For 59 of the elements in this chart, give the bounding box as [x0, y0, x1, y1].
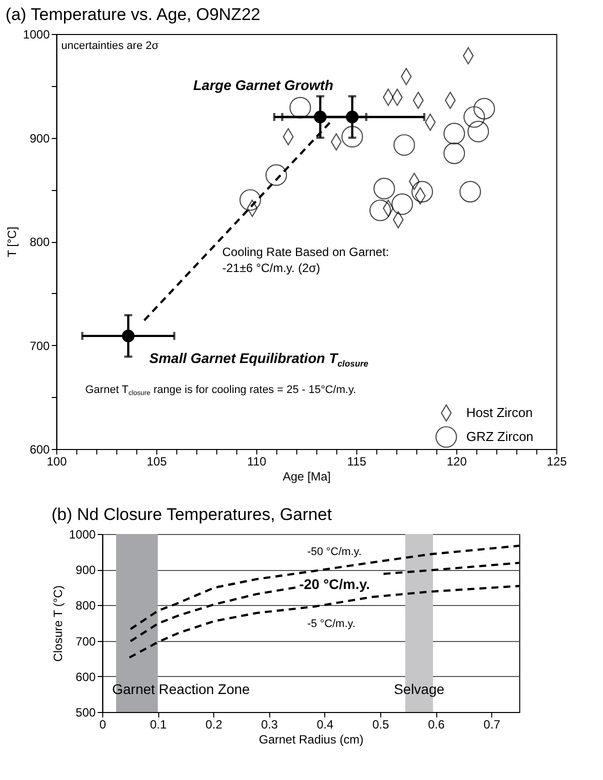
- point: [122, 330, 135, 342]
- y-axis-title: Closure T (°C): [51, 585, 66, 662]
- y-tick-label: 700: [76, 634, 96, 648]
- legend-label: GRZ Zircon: [466, 429, 534, 444]
- series-label: -50 °C/m.y.: [307, 546, 362, 558]
- x-tick-label: 0.2: [206, 718, 223, 732]
- point: [459, 180, 482, 202]
- point: [265, 164, 288, 186]
- chart-title: (a) Temperature vs. Age, O9NZ22: [6, 5, 260, 24]
- point: [467, 120, 490, 142]
- chart-title: (b) Nd Closure Temperatures, Garnet: [52, 505, 332, 524]
- annotation: uncertainties are 2σ: [61, 40, 159, 52]
- x-axis-title: Garnet Radius (cm): [258, 732, 364, 746]
- point: [393, 134, 416, 156]
- y-tick-label: 600: [30, 442, 50, 456]
- x-tick-label: 0.7: [484, 718, 501, 732]
- y-tick-label: 800: [76, 598, 96, 613]
- y-tick-label: 700: [30, 338, 50, 353]
- point: [369, 200, 392, 222]
- series-label: -5 °C/m.y.: [307, 618, 356, 630]
- y-tick-label: 1000: [23, 28, 50, 42]
- point: [443, 142, 466, 164]
- point: [373, 178, 396, 200]
- point: [314, 110, 327, 124]
- x-tick-label: 100: [46, 454, 68, 468]
- legend-label: Host Zircon: [466, 405, 533, 420]
- y-tick-label: 900: [76, 563, 96, 578]
- y-tick-label: 900: [30, 131, 50, 146]
- point: [289, 96, 312, 118]
- x-tick-label: 125: [546, 454, 568, 468]
- annotation: Large Garnet Growth: [193, 77, 334, 93]
- point: [391, 193, 414, 215]
- annotation: Cooling Rate Based on Garnet: -21±6 °C/m.y. (2σ): [222, 245, 390, 275]
- point: [341, 126, 364, 148]
- y-tick-label: 1000: [68, 528, 96, 542]
- y-tick-label: 800: [30, 235, 50, 249]
- x-tick-label: 115: [347, 454, 367, 468]
- x-tick-label: 120: [446, 454, 468, 468]
- point: [411, 180, 434, 202]
- point: [239, 189, 262, 211]
- x-tick-label: 0.3: [261, 718, 278, 732]
- series-label: -20 °C/m.y.: [299, 576, 370, 592]
- x-tick-label: 0.4: [316, 718, 334, 732]
- x-tick-label: 0: [99, 718, 106, 732]
- point: [346, 110, 359, 124]
- band-label: Garnet Reaction Zone: [112, 681, 250, 697]
- y-tick-label: 500: [76, 706, 96, 720]
- y-axis-title: T [°C]: [5, 226, 20, 258]
- x-axis-title: Age [Ma]: [282, 470, 331, 484]
- band-label: Selvage: [394, 681, 445, 697]
- point: [463, 106, 486, 128]
- x-tick-label: 0.5: [372, 718, 390, 732]
- x-tick-label: 110: [247, 454, 267, 468]
- point: [473, 98, 496, 120]
- point: [443, 122, 466, 144]
- y-tick-label: 600: [76, 670, 96, 684]
- x-tick-label: 0.6: [428, 718, 445, 732]
- x-tick-label: 105: [146, 454, 168, 468]
- x-tick-label: 0.1: [150, 718, 167, 732]
